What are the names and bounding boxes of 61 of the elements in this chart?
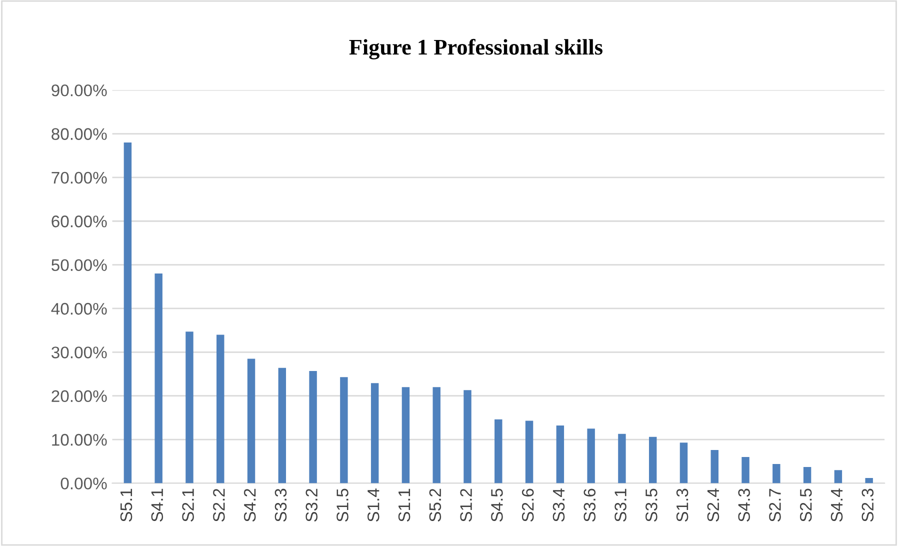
bar — [648, 436, 657, 484]
chart-title: Figure 1 Professional skills — [349, 38, 602, 60]
bar — [834, 470, 842, 484]
bar — [803, 467, 812, 484]
y-tick-label: 70.00% — [52, 172, 107, 184]
x-tick-label: S4.2 — [244, 488, 256, 522]
x-tick-label: S1.5 — [336, 488, 348, 522]
bar — [742, 457, 750, 484]
y-tick-label: 60.00% — [52, 216, 107, 228]
x-tick-label: S3.4 — [552, 488, 565, 522]
x-tick-label: S4.3 — [738, 488, 750, 522]
bar — [154, 274, 162, 484]
x-tick-label: S5.1 — [120, 488, 132, 522]
bar — [618, 434, 626, 484]
bar — [340, 377, 348, 484]
y-tick-label: 40.00% — [51, 302, 107, 315]
x-tick-label: S4.4 — [830, 488, 843, 522]
bar — [124, 142, 132, 484]
y-tick-label: 10.00% — [52, 434, 107, 446]
bar — [247, 358, 256, 484]
x-tick-label: S2.1 — [182, 488, 194, 522]
bar — [710, 450, 718, 484]
x-tick-label: S3.5 — [646, 488, 658, 522]
bar — [525, 420, 534, 484]
y-tick-label: 90.00% — [52, 84, 107, 96]
bar — [772, 464, 780, 484]
bar — [402, 387, 410, 484]
x-tick-label: S2.6 — [522, 488, 534, 522]
x-tick-label: S4.1 — [151, 488, 164, 522]
bar — [556, 426, 564, 484]
x-tick-label: S1.2 — [460, 488, 472, 522]
y-tick-label: 20.00% — [52, 390, 107, 402]
bar — [494, 419, 502, 484]
x-tick-label: S2.5 — [800, 488, 812, 522]
y-tick-label: 50.00% — [52, 259, 107, 272]
x-tick-label: S3.2 — [306, 488, 318, 522]
bar — [309, 370, 317, 484]
x-tick-label: S4.5 — [491, 488, 503, 522]
x-tick-label: S3.1 — [614, 488, 626, 522]
x-tick-label: S2.4 — [707, 488, 720, 522]
x-tick-label: S5.2 — [429, 488, 442, 522]
bar — [432, 387, 440, 484]
x-tick-label: S1.4 — [367, 488, 380, 522]
y-tick-label: 30.00% — [52, 346, 107, 358]
bar — [587, 428, 595, 484]
y-tick-label: 80.00% — [52, 128, 107, 140]
x-tick-label: S1.3 — [676, 488, 688, 522]
bar — [464, 390, 472, 484]
bar — [278, 368, 286, 484]
x-tick-label: S2.3 — [862, 488, 874, 522]
x-tick-label: S2.7 — [769, 488, 781, 522]
bar — [680, 442, 688, 484]
x-tick-label: S3.3 — [274, 488, 287, 522]
bar — [216, 334, 224, 484]
x-tick-label: S2.2 — [213, 488, 225, 522]
y-tick-label: 0.00% — [60, 478, 107, 490]
x-tick-label: S3.6 — [584, 488, 596, 522]
bar — [186, 332, 194, 484]
bar — [865, 478, 873, 484]
bar — [370, 383, 379, 484]
x-tick-label: S1.1 — [398, 488, 410, 522]
